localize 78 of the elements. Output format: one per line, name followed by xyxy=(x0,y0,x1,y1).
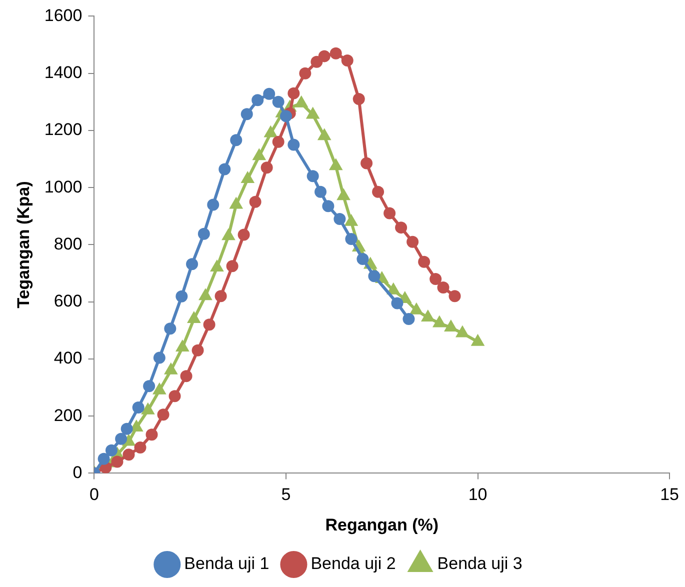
point xyxy=(395,222,408,234)
x-tick-label: 15 xyxy=(660,485,680,504)
point xyxy=(207,198,220,211)
y-axis-title: Tegangan (Kpa) xyxy=(14,181,33,308)
point xyxy=(334,212,346,225)
point xyxy=(203,318,216,331)
y-tick-label: 1200 xyxy=(44,120,82,140)
y-tick-label: 1400 xyxy=(44,63,82,82)
point xyxy=(318,50,330,62)
point xyxy=(105,444,118,456)
x-tick-label: 10 xyxy=(468,485,488,504)
point xyxy=(238,228,250,241)
point xyxy=(430,272,442,285)
point xyxy=(437,282,450,294)
point xyxy=(120,422,133,435)
y-tick-label: 0 xyxy=(72,462,82,482)
point xyxy=(263,88,276,100)
point xyxy=(164,322,176,335)
point xyxy=(115,432,128,445)
point xyxy=(157,408,170,421)
point xyxy=(372,186,384,198)
point xyxy=(168,390,181,402)
point xyxy=(310,56,323,68)
legend-label: Benda uji 3 xyxy=(437,554,522,574)
y-tick-label: 800 xyxy=(54,234,82,254)
point xyxy=(330,47,342,60)
point xyxy=(352,93,365,106)
point xyxy=(402,312,415,325)
point xyxy=(98,452,110,465)
point xyxy=(249,196,262,208)
y-tick-label: 200 xyxy=(54,406,82,425)
point xyxy=(368,270,380,282)
y-tick-label: 400 xyxy=(54,348,82,368)
point xyxy=(384,207,396,220)
point xyxy=(306,170,319,182)
point xyxy=(252,94,264,106)
point xyxy=(345,232,358,245)
point xyxy=(153,352,166,364)
point xyxy=(356,252,369,265)
point xyxy=(288,138,300,151)
point xyxy=(134,441,146,454)
point xyxy=(288,87,300,100)
x-tick-label: 5 xyxy=(281,485,291,504)
point xyxy=(314,186,327,198)
y-tick-label: 600 xyxy=(54,292,82,311)
point xyxy=(122,448,135,461)
point xyxy=(360,157,373,170)
point xyxy=(186,258,198,270)
y-tick-label: 1600 xyxy=(44,6,82,25)
point xyxy=(198,228,210,240)
legend-label: Benda uji 1 xyxy=(184,554,270,574)
point xyxy=(180,370,192,382)
point xyxy=(391,297,404,310)
point xyxy=(272,96,284,108)
point xyxy=(406,236,419,248)
point xyxy=(299,67,312,80)
point xyxy=(218,163,231,176)
point xyxy=(240,108,253,120)
x-tick-label: 0 xyxy=(89,485,99,504)
point xyxy=(111,456,124,468)
point xyxy=(322,200,334,212)
point xyxy=(226,260,238,272)
point xyxy=(143,380,156,392)
point xyxy=(418,256,430,268)
x-axis-title: Regangan (%) xyxy=(325,515,439,534)
y-tick-label: 1000 xyxy=(44,177,82,196)
point xyxy=(176,290,188,302)
point xyxy=(341,54,354,66)
point xyxy=(280,110,292,122)
point xyxy=(132,402,144,414)
point xyxy=(192,344,204,356)
point xyxy=(146,428,158,441)
point xyxy=(230,134,242,146)
point xyxy=(260,162,273,174)
point xyxy=(448,290,461,302)
point xyxy=(272,136,284,148)
point xyxy=(214,290,227,302)
legend-label: Benda uji 2 xyxy=(310,554,396,574)
